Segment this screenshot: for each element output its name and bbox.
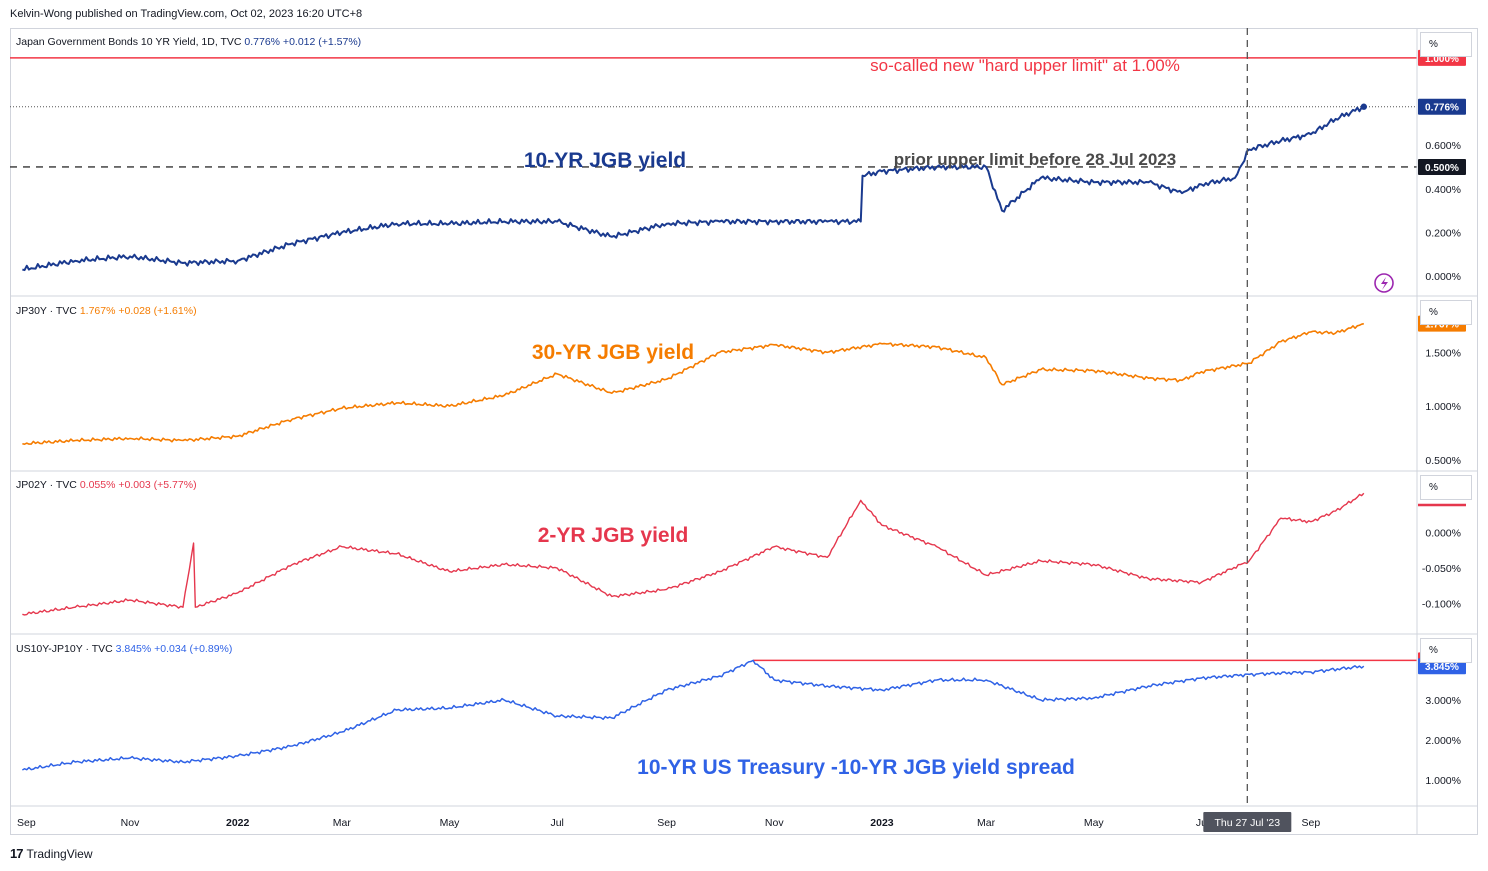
time-axis-label: Mar xyxy=(333,817,352,829)
y-tick-label: 0.600% xyxy=(1425,140,1461,152)
series-line-1 xyxy=(22,322,1364,445)
chart-frame xyxy=(10,28,1478,835)
scale-unit-button[interactable]: % xyxy=(1420,475,1472,500)
series-legend[interactable]: Japan Government Bonds 10 YR Yield, 1D, … xyxy=(16,36,361,48)
scale-unit-button[interactable]: % xyxy=(1420,638,1472,663)
y-tick-label: 1.000% xyxy=(1425,775,1461,787)
legend-value: 3.845% +0.034 (+0.89%) xyxy=(115,643,233,655)
tradingview-brand: TradingView xyxy=(26,846,93,861)
legend-value: 1.767% +0.028 (+1.61%) xyxy=(79,305,197,317)
legend-value: 0.055% +0.003 (+5.77%) xyxy=(79,479,197,491)
time-axis-label: Jul xyxy=(550,817,563,829)
y-tick-label: 0.000% xyxy=(1425,271,1461,283)
y-tick-label: 0.400% xyxy=(1425,184,1461,196)
y-tick-label: 0.500% xyxy=(1425,455,1461,467)
price-tag xyxy=(1418,158,1466,175)
tradingview-logo-icon: 17 xyxy=(10,846,24,861)
crosshair-date-tag xyxy=(1203,812,1292,832)
time-axis-label: Sep xyxy=(1302,817,1321,829)
price-tag-label: 0.500% xyxy=(1425,163,1459,174)
time-axis-label: Ju xyxy=(1196,817,1207,829)
legend-symbol: JP02Y · TVC xyxy=(16,479,80,491)
series-line-3 xyxy=(21,659,1365,771)
time-axis-label: May xyxy=(440,817,461,829)
y-tick-label: 2.000% xyxy=(1425,735,1461,747)
legend-symbol: US10Y-JP10Y · TVC xyxy=(16,643,116,655)
legend-symbol: Japan Government Bonds 10 YR Yield, 1D, … xyxy=(16,36,245,48)
time-axis-label: 2022 xyxy=(226,817,250,829)
last-price-dot xyxy=(1360,103,1368,110)
price-tag-label: 1.000% xyxy=(1425,54,1459,65)
y-tick-label: 1.500% xyxy=(1425,347,1461,359)
chart-annotation: 2-YR JGB yield xyxy=(538,524,689,547)
time-axis-label: Sep xyxy=(17,817,36,829)
chart-annotation: 10-YR US Treasury -10-YR JGB yield sprea… xyxy=(637,756,1075,779)
time-axis-label: Nov xyxy=(765,817,784,829)
time-axis-label: Mar xyxy=(977,817,996,829)
y-tick-label: 0.200% xyxy=(1425,227,1461,239)
scale-unit-button[interactable]: % xyxy=(1420,300,1472,325)
y-tick-label: -0.050% xyxy=(1422,563,1461,575)
y-tick-label: 0.000% xyxy=(1425,527,1461,539)
y-tick-label: -0.100% xyxy=(1422,599,1461,611)
price-tag-label: 3.845% xyxy=(1425,662,1459,673)
time-axis-label: Nov xyxy=(121,817,140,829)
y-tick-label: 1.000% xyxy=(1425,401,1461,413)
lightning-bolt-glyph xyxy=(1381,277,1388,290)
series-legend[interactable]: US10Y-JP10Y · TVC 3.845% +0.034 (+0.89%) xyxy=(16,643,232,655)
price-tag-label: 0.776% xyxy=(1425,103,1459,114)
legend-symbol: JP30Y · TVC xyxy=(16,305,80,317)
series-legend[interactable]: JP02Y · TVC 0.055% +0.003 (+5.77%) xyxy=(16,479,197,491)
series-legend[interactable]: JP30Y · TVC 1.767% +0.028 (+1.61%) xyxy=(16,305,197,317)
series-line-0 xyxy=(22,105,1365,272)
crosshair-date-label: Thu 27 Jul '23 xyxy=(1214,817,1280,829)
chart-annotation: 30-YR JGB yield xyxy=(532,341,694,364)
time-axis-label: May xyxy=(1084,817,1105,829)
scale-unit-button[interactable]: % xyxy=(1420,32,1472,57)
price-tag xyxy=(1418,98,1466,115)
y-tick-label: 3.000% xyxy=(1425,695,1461,707)
tradingview-footer[interactable]: 17 TradingView xyxy=(10,846,93,861)
time-axis-label: 2023 xyxy=(870,817,894,829)
chart-annotation: so-called new "hard upper limit" at 1.00… xyxy=(870,56,1180,75)
publish-header: Kelvin-Wong published on TradingView.com… xyxy=(10,8,363,20)
price-tag-label: 1.767% xyxy=(1425,320,1459,331)
time-axis-label: Sep xyxy=(657,817,676,829)
lightning-bolt-icon xyxy=(1374,273,1394,293)
series-line-2 xyxy=(22,492,1365,616)
chart-annotation: 10-YR JGB yield xyxy=(524,149,686,172)
chart-annotation: prior upper limit before 28 Jul 2023 xyxy=(894,150,1176,169)
legend-value: 0.776% +0.012 (+1.57%) xyxy=(244,36,362,48)
